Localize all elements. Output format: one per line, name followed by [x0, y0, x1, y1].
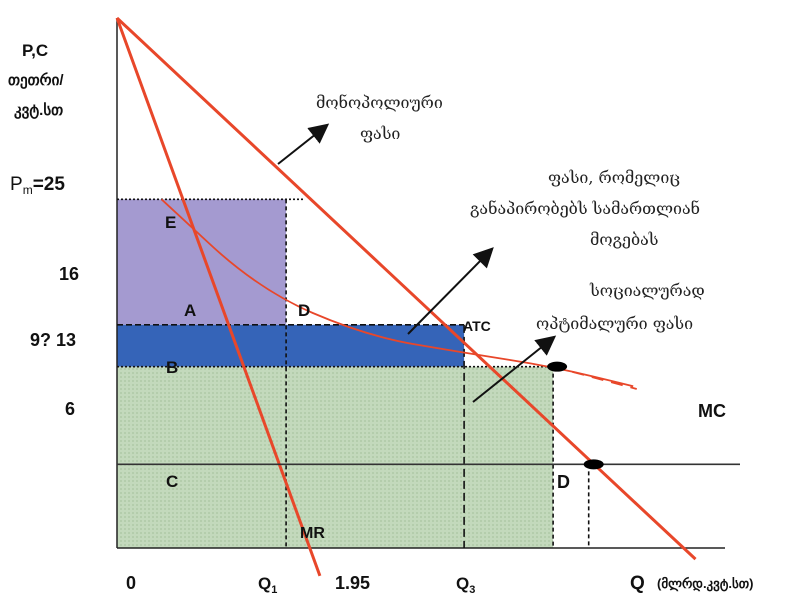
fair-price-marker [547, 361, 568, 372]
curve-label-atc: ATC [463, 318, 491, 334]
x-tick-q3: Q3 [456, 574, 475, 596]
region-c-4 [117, 464, 554, 548]
y-tick-9-13: 9? 13 [30, 330, 76, 350]
region-d-2 [286, 324, 465, 367]
social-annotation-1: სოციალურად [589, 281, 705, 300]
y-tick-pm: Pm=25 [10, 174, 65, 197]
region-e-0 [117, 199, 287, 325]
y-tick-6: 6 [65, 399, 75, 419]
region-b-3 [117, 366, 554, 465]
social-price-marker [583, 459, 604, 470]
y-axis-title-3: კვტ.სთ [14, 102, 63, 119]
social-annotation-2: ოპტიმალური ფასი [536, 314, 693, 333]
shaded-regions [117, 199, 554, 548]
x-tick-q1-sub: 1 [271, 584, 277, 596]
monopoly-annotation-2: ფასი [360, 124, 400, 143]
x-tick-q1-label: Q [258, 574, 271, 593]
fair-price-arrow [407, 247, 494, 335]
monopoly-arrow [277, 123, 330, 165]
curve-mr [115, 17, 322, 577]
x-axis-unit: (მლრდ.კვტ.სთ) [657, 576, 754, 592]
atc-tail-dashed [552, 365, 637, 390]
fair-annotation-1: ფასი, რომელიც [548, 168, 680, 187]
region-label-a: A [184, 301, 196, 320]
curve-label-mr: MR [300, 525, 325, 542]
annotation-arrows [277, 123, 557, 403]
y-tick-pm-prefix: P [10, 174, 23, 195]
x-tick-q1: Q1 [258, 574, 277, 596]
y-axis-title-1: P,C [22, 41, 48, 60]
region-label-b: B [166, 358, 178, 377]
y-tick-pm-sub: m [23, 183, 33, 197]
x-tick-q3-sub: 3 [469, 584, 475, 596]
social-price-arrow [472, 335, 557, 403]
region-label-e: E [165, 213, 176, 232]
x-axis-title: Q [630, 573, 645, 594]
curve-label-mc: MC [698, 401, 726, 421]
y-axis-title-2: თეთრი/ [8, 72, 64, 89]
fair-annotation-2: განაპირობებს სამართლიან [470, 199, 700, 218]
y-tick-16: 16 [59, 264, 79, 284]
curve-atc [160, 198, 634, 388]
y-tick-pm-value: =25 [33, 174, 66, 195]
fair-annotation-3: მოგებას [590, 230, 658, 249]
guide-lines [117, 198, 590, 548]
x-tick-1-95: 1.95 [335, 573, 370, 593]
region-a-1 [117, 324, 287, 367]
monopoly-annotation-1: მონოპოლიური [316, 93, 443, 112]
intersection-markers [547, 361, 604, 470]
curve-label-d: D [557, 472, 570, 492]
x-tick-q3-label: Q [456, 574, 469, 593]
region-label-c: C [166, 472, 178, 491]
region-label-d: D [298, 301, 310, 320]
x-tick-0: 0 [126, 573, 136, 593]
